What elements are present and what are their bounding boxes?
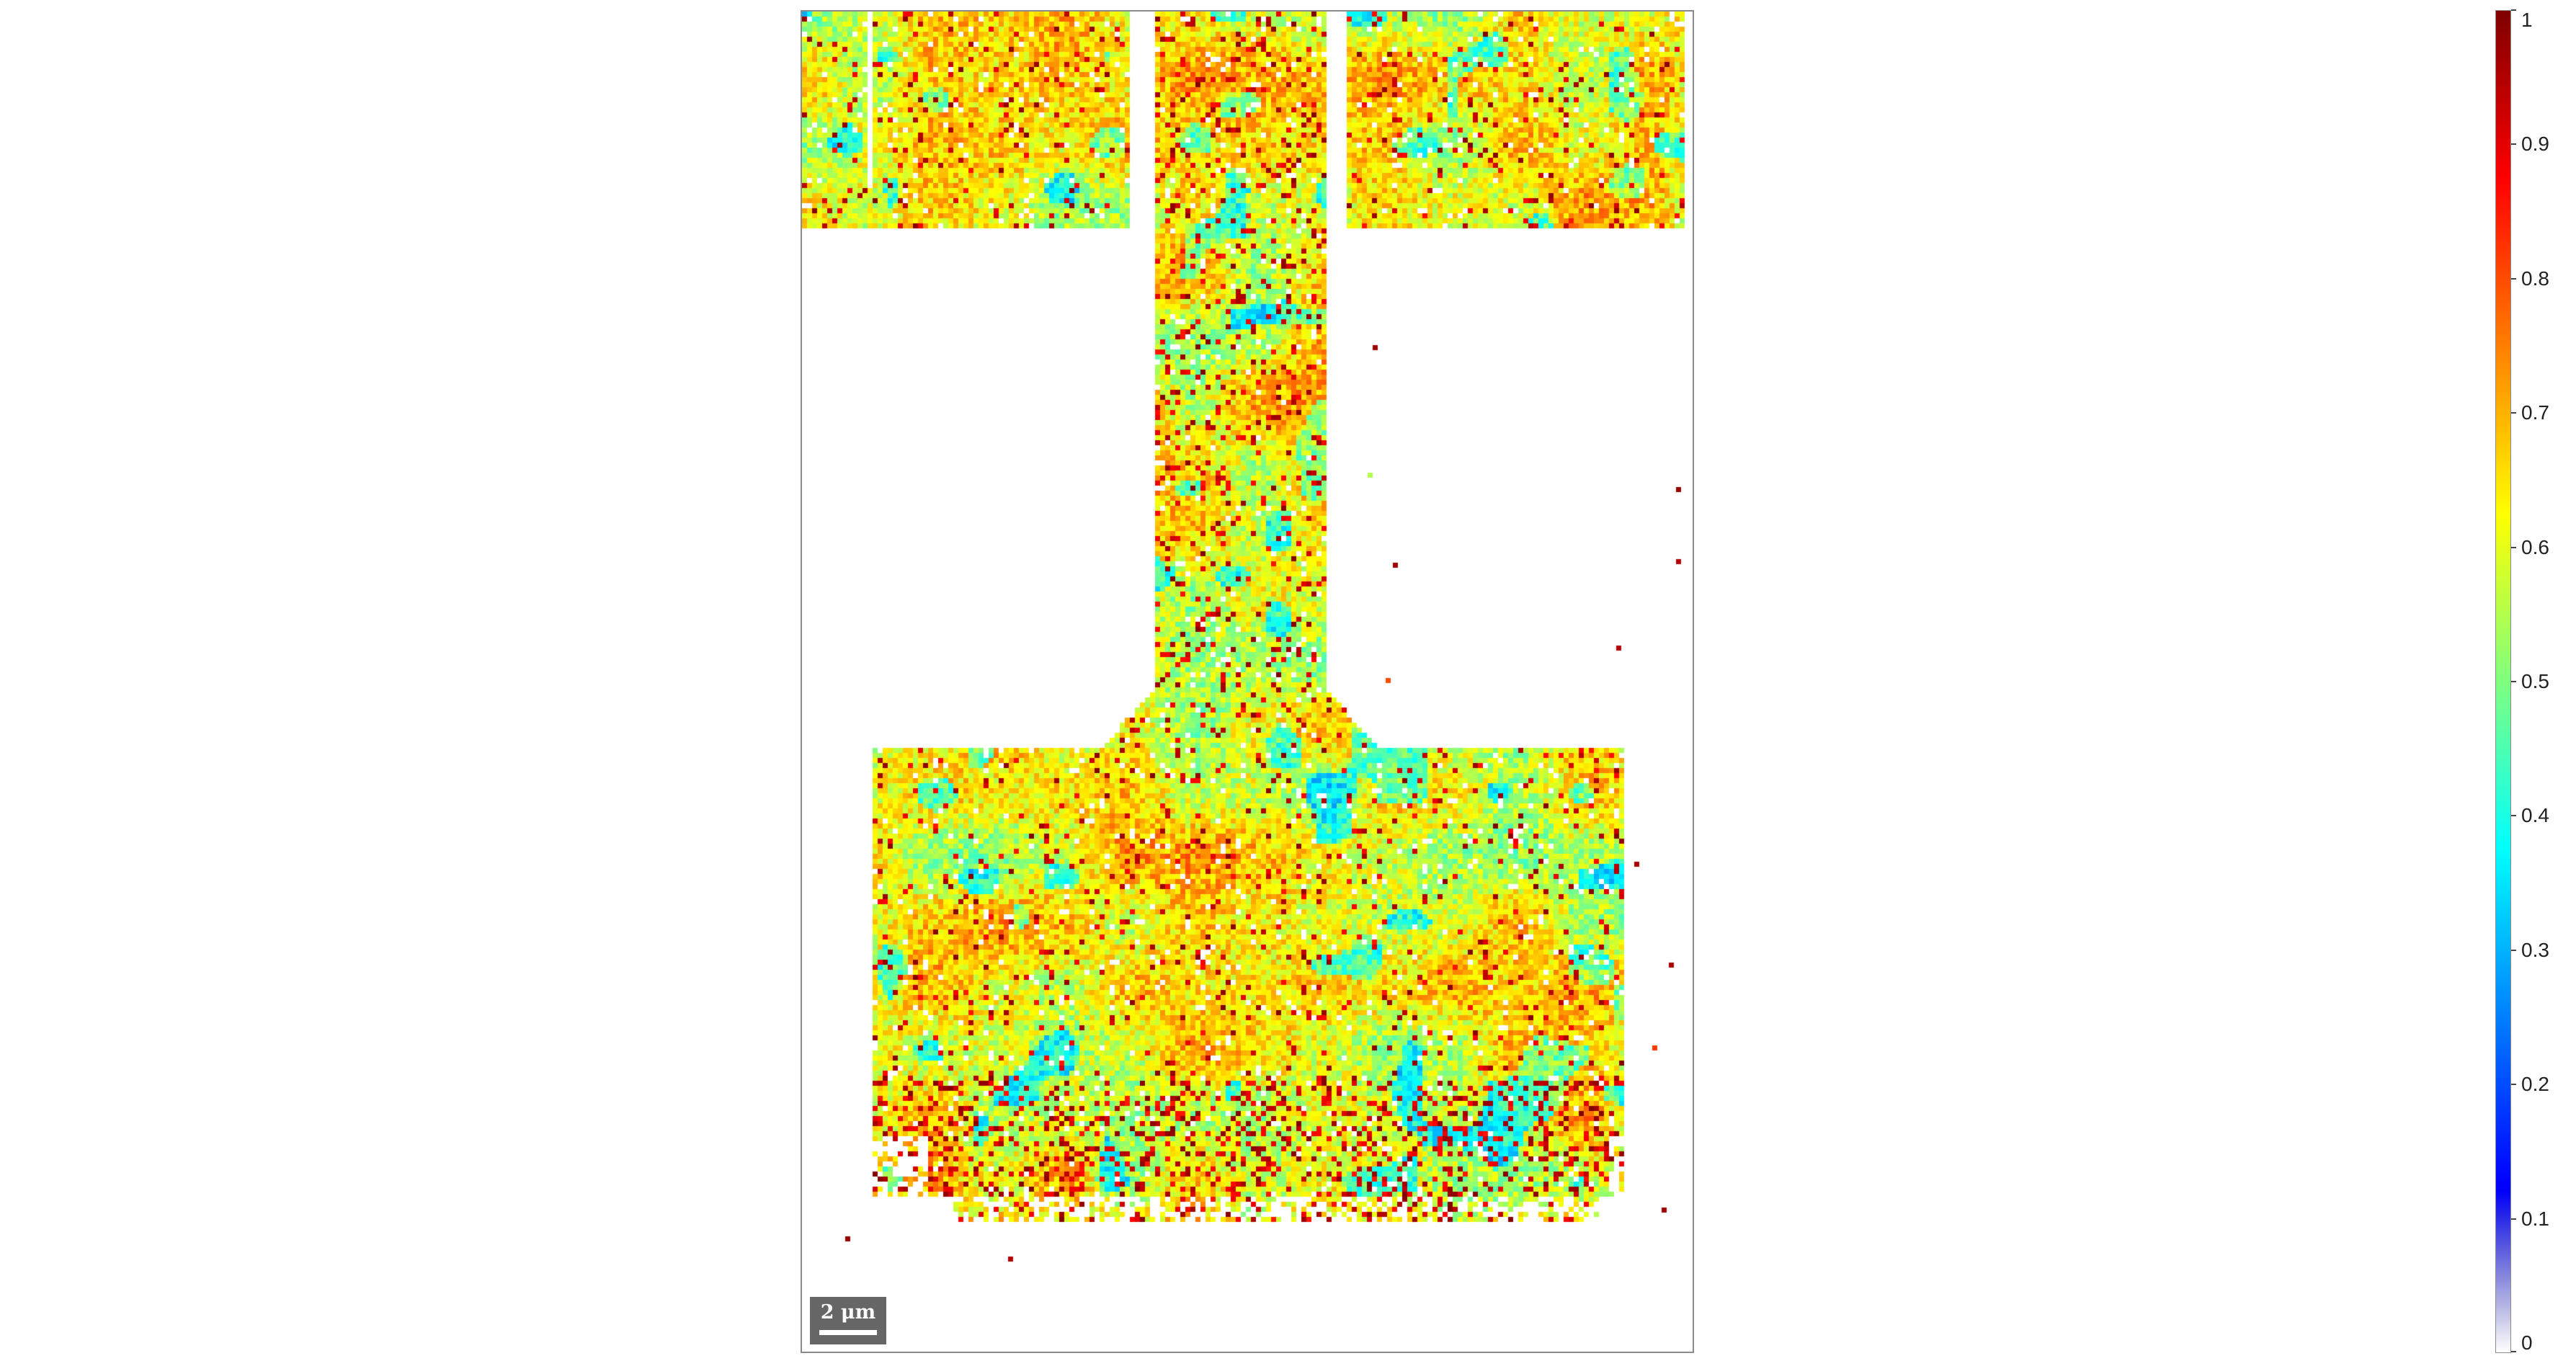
colorbar-tick <box>2511 681 2516 682</box>
colorbar <box>2495 10 2511 1353</box>
scale-bar-line <box>819 1330 877 1335</box>
colorbar-tick <box>2511 1218 2516 1220</box>
colorbar-tick-label: 0.3 <box>2521 938 2549 961</box>
heatmap-frame <box>801 10 1694 1353</box>
colorbar-tick-label: 1 <box>2521 9 2533 31</box>
colorbar-tick <box>2511 277 2516 280</box>
colorbar-tick <box>2511 412 2516 414</box>
colorbar-tick <box>2511 949 2516 951</box>
colorbar-tick <box>2511 143 2516 146</box>
colorbar-gradient <box>2496 11 2510 1352</box>
colorbar-tick-label: 0 <box>2521 1331 2533 1354</box>
colorbar-tick <box>2511 1351 2516 1352</box>
scale-bar: 2 μm <box>810 1297 886 1344</box>
colorbar-tick <box>2511 9 2516 11</box>
colorbar-tick <box>2511 1084 2516 1086</box>
colorbar-tick-label: 0.6 <box>2521 535 2549 558</box>
colorbar-tick-label: 0.9 <box>2521 133 2549 156</box>
colorbar-tick <box>2511 546 2516 548</box>
colorbar-tick-label: 0.7 <box>2521 401 2549 424</box>
colorbar-axis: 0 0.1 0.2 0.3 0.4 0.5 0.6 0.7 0.8 0.9 1 <box>2511 9 2569 1354</box>
scale-bar-label: 2 μm <box>820 1301 876 1324</box>
heatmap-canvas <box>802 12 1693 1352</box>
colorbar-tick-label: 0.2 <box>2521 1073 2549 1096</box>
colorbar-tick-label: 0.5 <box>2521 670 2549 692</box>
colorbar-tick-label: 0.8 <box>2521 267 2549 290</box>
colorbar-tick <box>2511 815 2516 817</box>
colorbar-tick-label: 0.1 <box>2521 1207 2549 1230</box>
colorbar-tick-label: 0.4 <box>2521 804 2549 827</box>
